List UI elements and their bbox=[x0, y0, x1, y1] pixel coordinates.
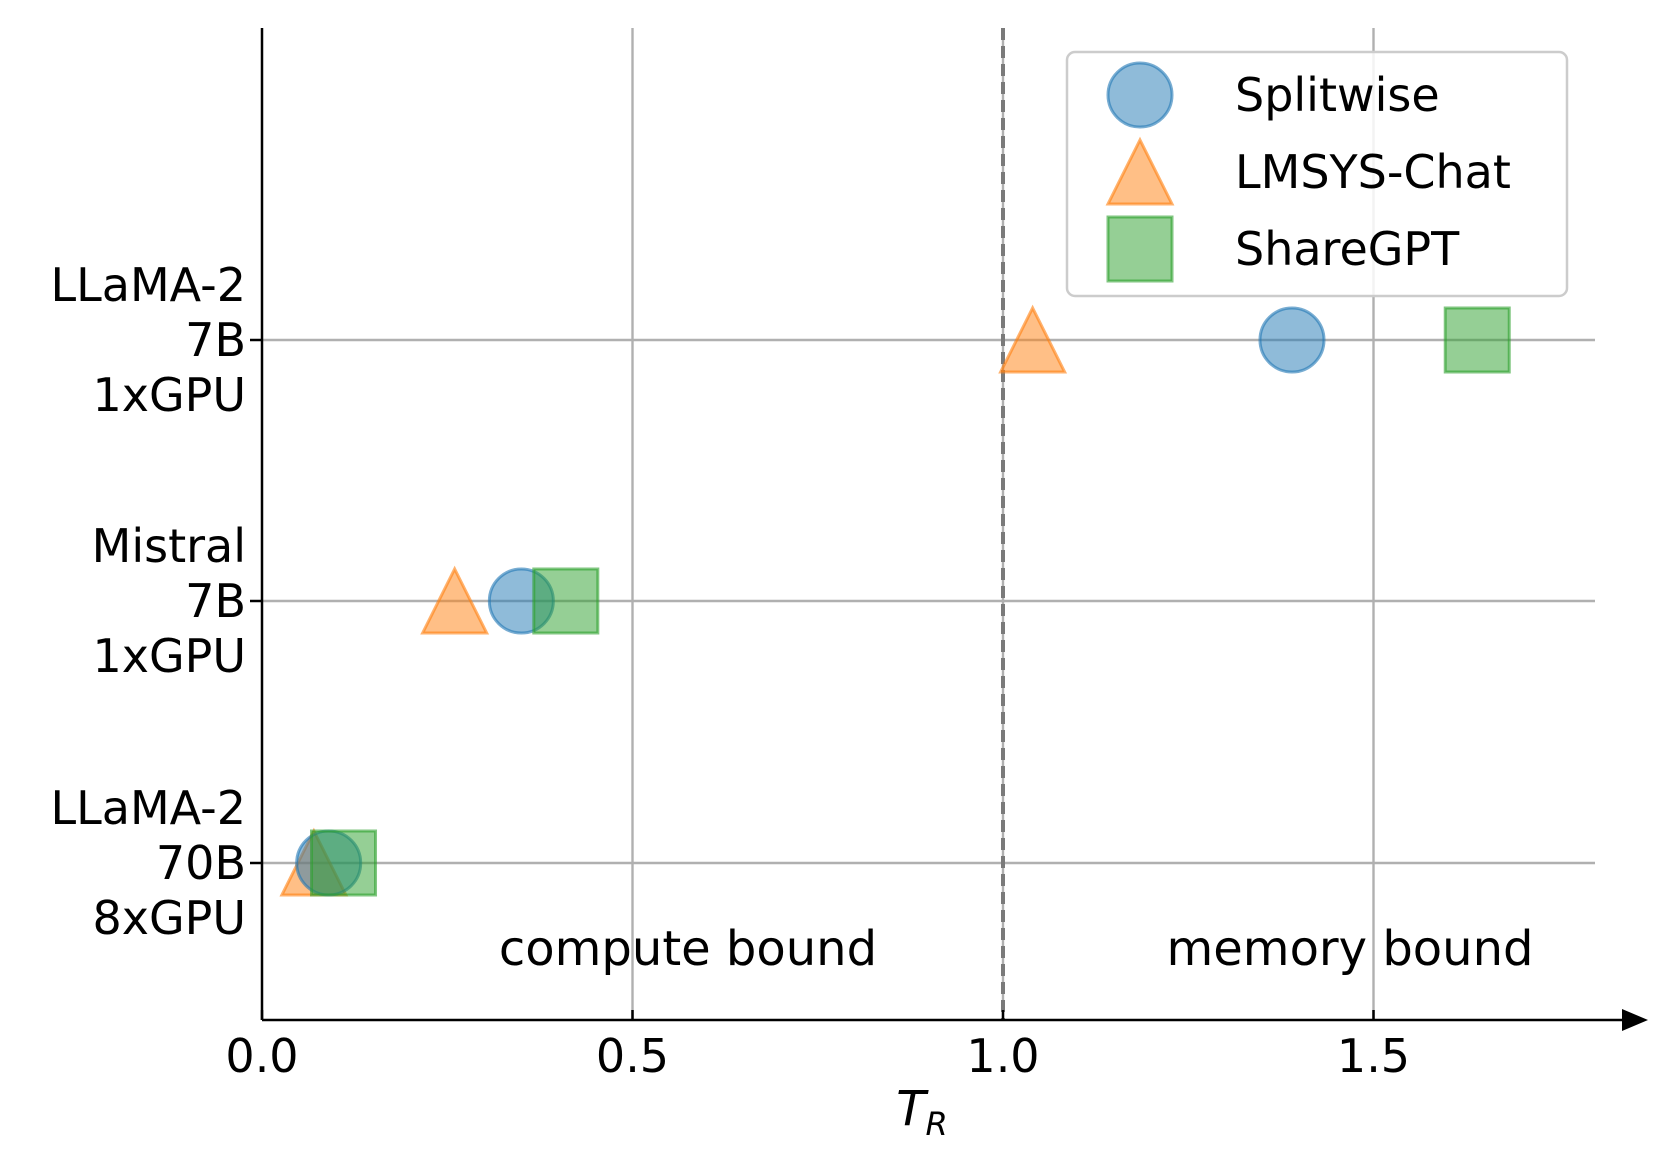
x-axis-title-subscript: R bbox=[926, 1105, 948, 1143]
square-point bbox=[532, 567, 600, 635]
data-points bbox=[279, 304, 1511, 897]
triangle-point bbox=[998, 304, 1068, 374]
y-tick-label: 7B bbox=[185, 574, 246, 628]
legend-box bbox=[1065, 50, 1569, 298]
legend-label: ShareGPT bbox=[1235, 222, 1460, 276]
y-tick-label: Mistral bbox=[92, 519, 246, 573]
y-tick-label: LLaMA-2 bbox=[51, 258, 246, 312]
compute-bound-annotation: compute bound bbox=[499, 921, 877, 977]
y-tick-label: 1xGPU bbox=[92, 629, 246, 683]
memory-bound-annotation: memory bound bbox=[1167, 921, 1534, 977]
x-axis-ticks: 0.0 0.5 1.0 1.5 bbox=[225, 1010, 1410, 1083]
x-tick-label: 0.5 bbox=[596, 1029, 669, 1083]
square-point bbox=[310, 829, 378, 897]
x-axis-title-main: T bbox=[896, 1081, 929, 1137]
y-tick-label: 7B bbox=[185, 313, 246, 367]
y-tick-label: 8xGPU bbox=[92, 891, 246, 945]
legend-label: LMSYS-Chat bbox=[1235, 145, 1511, 199]
square-point bbox=[1443, 306, 1511, 374]
legend: Splitwise LMSYS-Chat ShareGPT bbox=[1065, 50, 1569, 298]
triangle-legend-icon bbox=[1105, 136, 1175, 206]
x-tick-label: 1.0 bbox=[966, 1029, 1039, 1083]
y-axis-ticks: LLaMA-270B8xGPUMistral7B1xGPULLaMA-27B1x… bbox=[51, 258, 262, 945]
y-tick-label: LLaMA-2 bbox=[51, 781, 246, 835]
x-axis-title: TR bbox=[896, 1081, 948, 1143]
y-tick-label: 1xGPU bbox=[92, 368, 246, 422]
triangle-point bbox=[420, 565, 490, 635]
axes bbox=[260, 28, 1648, 1031]
square-legend-icon bbox=[1106, 215, 1174, 283]
x-tick-label: 1.5 bbox=[1337, 1029, 1410, 1083]
x-tick-label: 0.0 bbox=[225, 1029, 298, 1083]
x-axis-arrow bbox=[1622, 1009, 1648, 1031]
y-tick-label: 70B bbox=[156, 836, 246, 890]
circle-point bbox=[1258, 306, 1326, 374]
legend-label: Splitwise bbox=[1235, 68, 1440, 122]
circle-legend-icon bbox=[1106, 61, 1174, 129]
